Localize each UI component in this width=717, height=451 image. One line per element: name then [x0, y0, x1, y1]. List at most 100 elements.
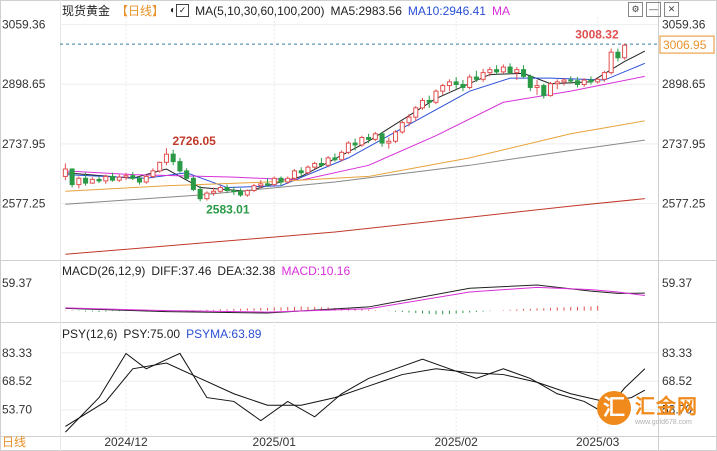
candle-body [123, 175, 129, 178]
candle-body [534, 85, 540, 88]
psy-value: PSY:75.00 [123, 327, 181, 341]
psy-label: PSY(12,6) [62, 327, 118, 341]
candle-body [345, 142, 351, 153]
candle-body [588, 79, 594, 83]
candle-body [500, 66, 506, 73]
candle-body [399, 122, 405, 133]
toolbar-icons: ⚙ — ✕ [628, 2, 679, 17]
y-tick-label-right: 83.33 [662, 346, 692, 360]
candle-body [103, 175, 109, 182]
candle-body [608, 51, 614, 74]
candle-body [487, 69, 493, 74]
period-tab[interactable]: 日线 [2, 435, 27, 449]
candle-body [143, 175, 149, 183]
candle-body [238, 190, 244, 196]
psy-line [65, 352, 646, 433]
candle-body [177, 161, 183, 172]
ma5-line [65, 50, 646, 192]
candle-body [514, 69, 520, 74]
candle-body [285, 177, 291, 183]
candle-body [601, 72, 607, 80]
y-tick-label-left: 53.70 [2, 403, 32, 417]
macd-dea-value: DEA:32.38 [217, 264, 276, 278]
y-tick-label-right: 53.70 [662, 403, 692, 417]
candle-body [264, 183, 271, 186]
candle-body [440, 85, 446, 92]
candle-body [96, 178, 102, 182]
macd-diff-line [65, 284, 645, 314]
candle-body [130, 175, 136, 179]
main-chart-header: 现货黄金 【日线】 ◐ ✓ MA(5,10,30,60,100,200) MA5… [62, 2, 516, 19]
candle-body [453, 81, 459, 85]
candle-body [83, 177, 89, 184]
candle-body [460, 83, 466, 88]
candle-body [76, 177, 82, 186]
candle-body [554, 81, 560, 85]
y-tick-label-left: 2577.25 [2, 196, 46, 210]
candle-body [433, 90, 439, 103]
x-tick-label: 2025/03 [576, 435, 620, 449]
close-icon[interactable]: ✕ [664, 2, 679, 17]
candle-body [184, 170, 190, 179]
candle-body [278, 177, 284, 183]
instrument-name: 现货黄金 [62, 4, 111, 18]
ma-more-value: MA [491, 3, 510, 18]
macd-header: MACD(26,12,9) DIFF:37.46 DEA:32.38 MACD:… [62, 264, 356, 278]
ma-label: MA(5,10,30,60,100,200) [195, 3, 325, 18]
candle-body [318, 162, 324, 166]
y-tick-label-left: 2898.65 [2, 77, 46, 91]
candle-body [615, 51, 621, 59]
candle-body [339, 151, 345, 161]
candle-body [69, 168, 75, 186]
candle-body [190, 177, 196, 190]
macd-dea-line [65, 286, 645, 313]
candle-body [547, 83, 554, 97]
ma60-line [65, 120, 645, 192]
candle-body [581, 79, 587, 85]
candle-body [494, 69, 500, 73]
candle-body [305, 166, 311, 174]
candle-body [170, 153, 176, 163]
candle-body [521, 69, 527, 77]
psyma-value: PSYMA:63.89 [186, 327, 262, 341]
candle-body [386, 140, 392, 144]
ma100-line [65, 139, 645, 205]
candle-body [561, 79, 567, 83]
minimize-icon[interactable]: — [646, 2, 661, 17]
y-tick-label-right: 2737.95 [662, 137, 706, 151]
candle-body [372, 133, 378, 140]
candle-body [507, 66, 513, 74]
candle-body [211, 190, 217, 194]
settings-icon[interactable]: ⚙ [628, 2, 643, 17]
candle-body [419, 99, 426, 109]
ma10-value: MA10:2946.41 [407, 3, 486, 18]
candle-body [332, 157, 338, 161]
candle-body [163, 153, 169, 163]
settings-icon[interactable]: ◐ [170, 5, 177, 16]
candle-body [150, 170, 156, 177]
y-tick-label-right: 2898.65 [662, 77, 706, 91]
candle-body [359, 137, 365, 146]
candle-body [352, 142, 358, 146]
y-tick-label-right: 68.52 [662, 374, 692, 388]
candle-body [413, 107, 419, 118]
high-annotation: 3008.32 [575, 28, 619, 42]
low-annotation: 2583.01 [206, 202, 250, 216]
candle-body [251, 185, 257, 192]
brand-logo: 汇 汇金网 www.gold678.com [597, 390, 698, 426]
candle-body [595, 78, 601, 83]
candle-body [204, 192, 210, 200]
period-label[interactable]: 【日线】 [116, 4, 165, 18]
logo-url: www.gold678.com [635, 419, 692, 426]
high-annotation: 2726.05 [172, 134, 216, 148]
candle-body [325, 157, 331, 166]
macd-label: MACD(26,12,9) [62, 264, 146, 278]
candle-body [568, 79, 574, 82]
ma-indicator-icon[interactable]: ✓ [176, 4, 190, 17]
candle-body [622, 44, 628, 59]
candle-body [231, 190, 237, 193]
candle-body [426, 99, 432, 103]
candle-body [467, 76, 473, 88]
x-tick-label: 2024/12 [104, 435, 148, 449]
